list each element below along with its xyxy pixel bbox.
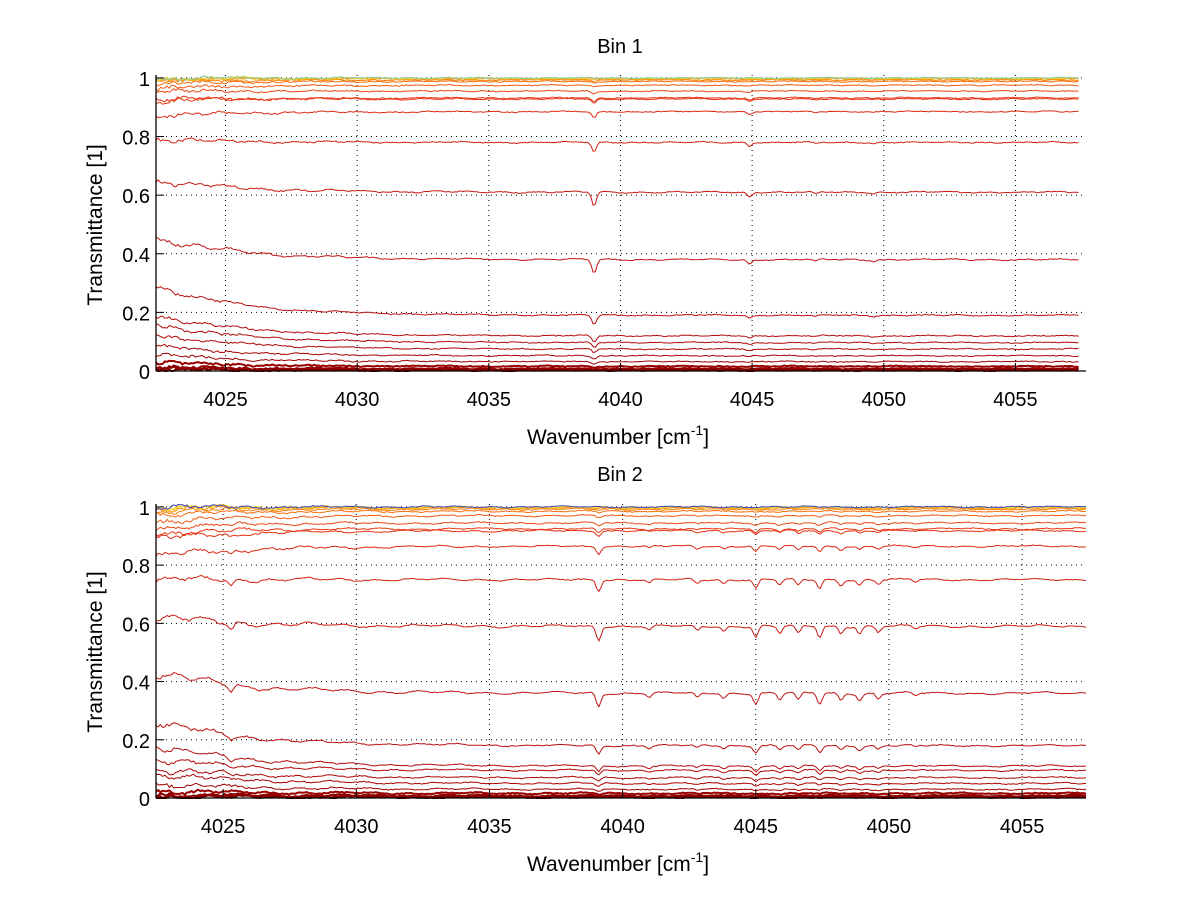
- y-tick-label: 1: [139, 498, 150, 520]
- x-tick-label: 4045: [734, 816, 779, 838]
- series-line-s24: [155, 504, 1087, 511]
- series-line-s8: [155, 758, 1087, 776]
- grid-lines: [156, 75, 1086, 371]
- x-tick-label: 4045: [730, 389, 775, 411]
- series-line-s5: [155, 782, 1087, 792]
- series-line-s15: [155, 95, 1079, 104]
- series-line-s9: [155, 315, 1079, 342]
- x-tick-labels: 4025 4030 4035 4040 4045 4050 4055: [203, 389, 1037, 411]
- series-line-s3: [155, 364, 1079, 371]
- series-line-s20: [155, 506, 1087, 515]
- x-tick-labels: 4025 4030 4035 4040 4045 4050 4055: [201, 816, 1044, 838]
- series-layer: [155, 504, 1087, 799]
- series-line-s4: [155, 788, 1087, 796]
- y-tick-labels: 0 0.2 0.4 0.6 0.8 1: [122, 69, 150, 384]
- series-line-s6: [155, 773, 1087, 787]
- x-axis-label: Wavenumber [cm-1]: [527, 422, 709, 449]
- series-line-s14: [155, 544, 1087, 557]
- x-tick-label: 4040: [598, 389, 643, 411]
- y-tick-label: 0.6: [122, 186, 150, 208]
- series-line-s16: [155, 96, 1079, 105]
- subplot-bin-2: Bin 2 4025 4030 4035 4040 4045 4050 4055 00.20…: [84, 464, 1087, 876]
- series-line-s12: [156, 614, 1087, 642]
- series-line-s15: [155, 529, 1087, 539]
- y-tick-label: 0.6: [122, 614, 150, 636]
- x-axis-label: Wavenumber [cm-1]: [527, 849, 709, 876]
- series-line-s19: [155, 79, 1079, 87]
- series-line-s13: [155, 137, 1079, 152]
- series-line-s19: [155, 509, 1087, 518]
- chart-title: Bin 1: [597, 36, 643, 58]
- x-tick-label: 4030: [335, 389, 380, 411]
- series-line-s7: [155, 768, 1087, 782]
- series-layer: [155, 75, 1079, 372]
- series-line-s16: [155, 527, 1087, 537]
- series-line-s10: [155, 286, 1079, 325]
- y-axis-label: Transmittance [1]: [84, 144, 107, 305]
- x-tick-label: 4025: [203, 389, 248, 411]
- y-tick-label: 1: [139, 69, 150, 91]
- y-tick-label: 0.8: [122, 128, 150, 150]
- series-line-s9: [155, 746, 1087, 773]
- series-line-s11: [155, 236, 1079, 273]
- y-tick-label: 0.4: [122, 245, 150, 267]
- series-line-s13: [155, 575, 1087, 592]
- x-axis-label-text: Wavenumber [cm: [527, 853, 691, 876]
- x-tick-label: 4025: [201, 816, 246, 838]
- x-tick-label: 4055: [1000, 816, 1045, 838]
- y-tick-label: 0: [139, 362, 150, 384]
- series-line-s5: [155, 352, 1079, 365]
- y-tick-label: 0.2: [122, 731, 150, 753]
- series-line-s24: [155, 75, 1079, 81]
- y-tick-label: 0.8: [122, 556, 150, 578]
- series-line-s11: [155, 672, 1087, 708]
- x-axis-label-end: ]: [703, 853, 709, 876]
- series-line-s18: [155, 83, 1079, 92]
- x-tick-label: 4030: [334, 816, 379, 838]
- axes: [155, 504, 1086, 799]
- x-tick-label: 4035: [467, 389, 512, 411]
- series-line-s18: [155, 514, 1087, 525]
- x-tick-label: 4050: [867, 816, 912, 838]
- y-tick-label: 0: [139, 789, 150, 811]
- x-tick-label: 4055: [993, 389, 1038, 411]
- x-axis-label-end: ]: [703, 426, 709, 449]
- y-tick-label: 0.2: [122, 303, 150, 325]
- chart-title: Bin 2: [597, 464, 643, 486]
- series-line-s7: [155, 334, 1079, 353]
- x-tick-label: 4050: [862, 389, 907, 411]
- grid-lines: [156, 504, 1086, 798]
- subplot-bin-1: Bin 1 4025 4030 4035 4040 4045 4050 4055 00.20…: [84, 36, 1086, 449]
- x-axis-label-text: Wavenumber [cm: [527, 426, 691, 449]
- series-line-s14: [155, 110, 1079, 119]
- x-axis-label-superscript: -1: [691, 422, 704, 438]
- y-tick-label: 0.4: [122, 673, 150, 695]
- axes: [155, 75, 1086, 372]
- x-tick-label: 4040: [600, 816, 645, 838]
- x-tick-label: 4035: [467, 816, 512, 838]
- series-line-s17: [155, 88, 1079, 95]
- series-line-s10: [155, 722, 1087, 755]
- series-line-s3: [155, 792, 1087, 799]
- series-line-s12: [155, 179, 1079, 206]
- series-line-s6: [155, 343, 1079, 360]
- x-axis-label-superscript: -1: [691, 849, 704, 865]
- series-line-s8: [155, 323, 1079, 348]
- y-axis-label: Transmittance [1]: [84, 571, 107, 732]
- y-tick-labels: 0 0.2 0.4 0.6 0.8 1: [122, 498, 150, 811]
- series-line-s17: [155, 521, 1087, 531]
- series-line-s4: [155, 359, 1079, 369]
